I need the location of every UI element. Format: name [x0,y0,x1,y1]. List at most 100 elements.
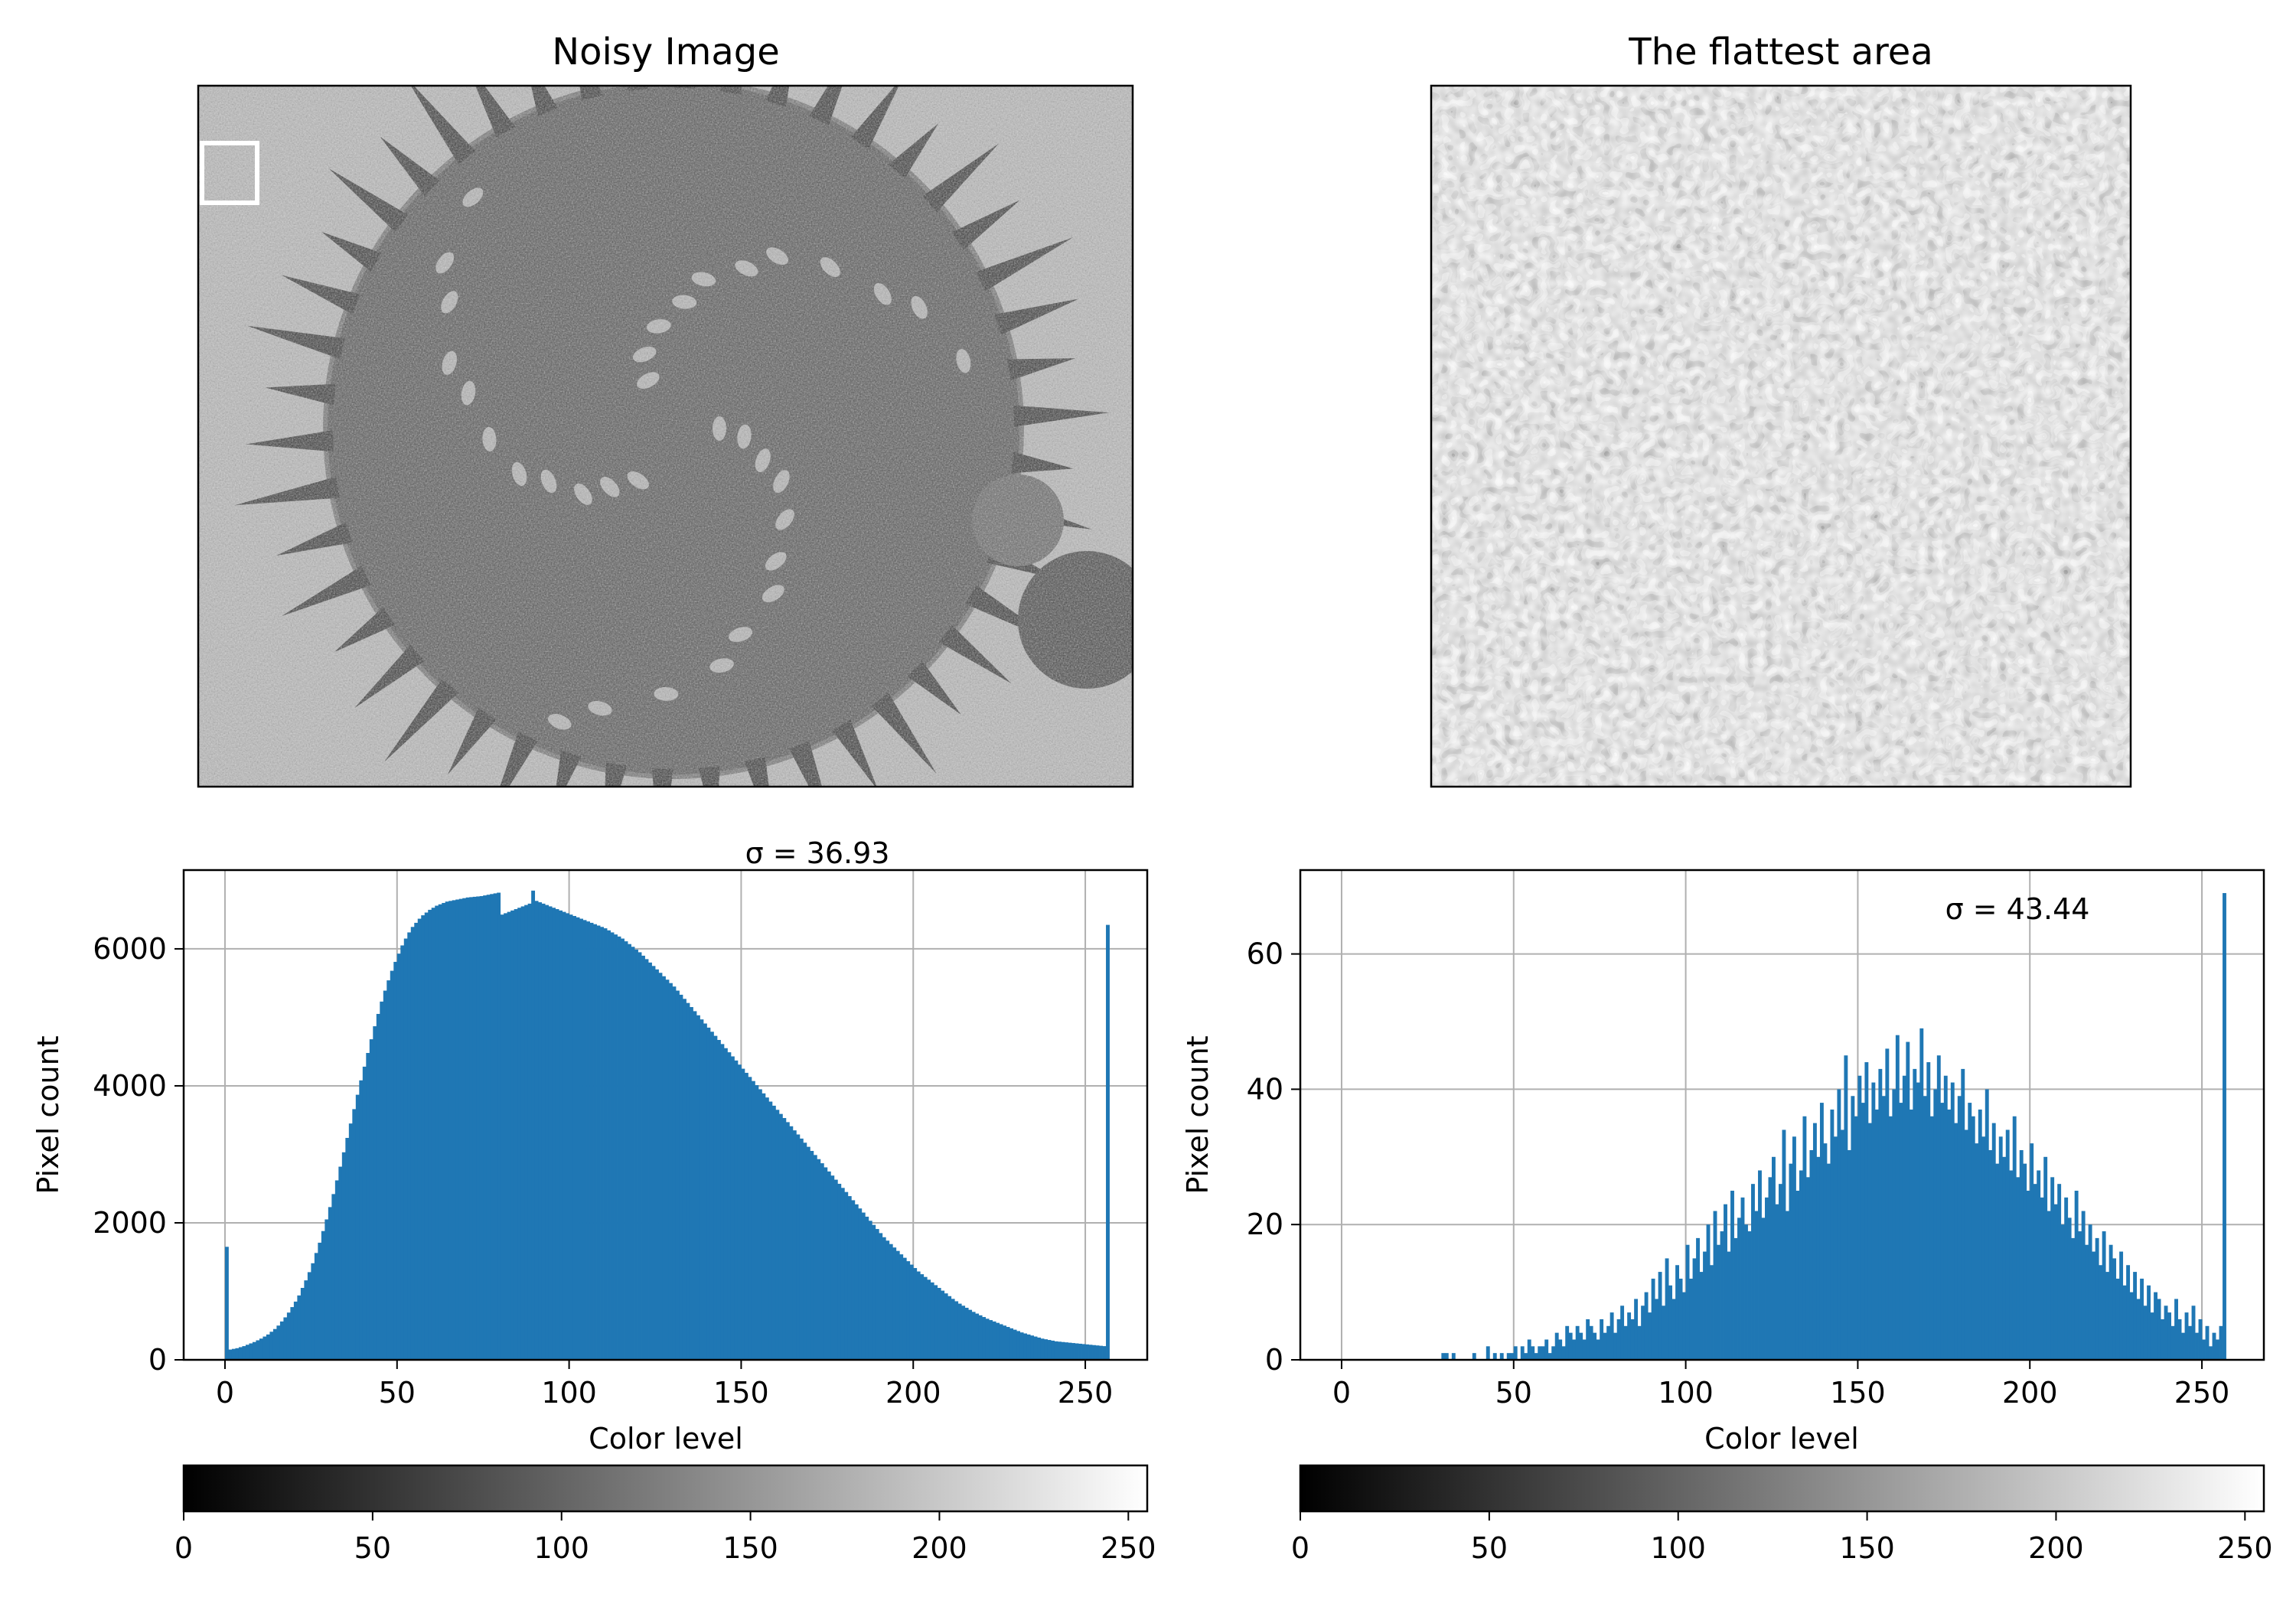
histogram-noisy-x-tick-label: 200 [885,1376,941,1410]
histogram-flattest-bar [1558,1339,1563,1360]
flattest-area-image [1431,86,2131,787]
histogram-noisy-bar [706,1027,711,1360]
histogram-noisy-bar [817,1159,821,1360]
histogram-flattest-bar [1513,1346,1518,1360]
histogram-noisy-bar [483,895,488,1360]
histogram-noisy-bar [872,1224,876,1360]
histogram-flattest-bar [1913,1068,1917,1360]
histogram-noisy-bar [713,1035,718,1360]
histogram-flattest-bar [1772,1156,1776,1360]
colorbar-left: 0 50 100 150 200 250 [174,1464,1156,1565]
histogram-noisy-bar [1047,1340,1052,1360]
histogram-noisy-x-tick-label: 250 [1058,1376,1114,1410]
histogram-noisy-bar [693,1011,697,1360]
histogram-flattest-bar [2122,1285,2127,1360]
histogram-flattest-bar [1606,1325,1611,1360]
histogram-flattest-bar [1957,1096,1962,1360]
histogram-noisy-bar [1044,1339,1049,1360]
histogram-noisy-bar [328,1207,332,1360]
histogram-noisy-bar [231,1348,236,1360]
histogram-noisy-bar [968,1309,973,1360]
histogram-noisy-bar [421,915,426,1360]
noisy-image-title: Noisy Image [552,31,780,73]
histogram-flattest-bar [2157,1299,2161,1360]
histogram-noisy-bar [655,969,659,1360]
histogram-noisy-y-tick-label: 4000 [93,1069,167,1103]
histogram-flattest-bar [2074,1191,2079,1360]
histogram-flattest-bar [1975,1143,1979,1360]
histogram-flattest-bar [2154,1292,2158,1360]
histogram-flattest-bar [1909,1109,1913,1360]
histogram-noisy-bar [276,1325,281,1360]
histogram-flattest-bar [1685,1244,1690,1360]
histogram-noisy-bar [775,1110,780,1360]
histogram-noisy-bar [947,1296,952,1360]
histogram-noisy-bar [982,1317,987,1360]
histogram-flattest-bar [2126,1265,2131,1360]
histogram-noisy-bar [514,909,518,1360]
histogram-noisy-bar [885,1240,890,1360]
histogram-flattest-bar [1627,1312,1632,1360]
histogram-noisy-bar [944,1293,948,1360]
histogram-flattest-bar [1665,1258,1669,1360]
histogram-flattest-bar [1988,1149,1993,1360]
histogram-flattest-x-ticks: 0 50 100 150 200 250 [1332,1360,2229,1410]
histogram-noisy-bar [373,1026,377,1360]
histogram-noisy-bar [290,1307,295,1360]
histogram-noisy-bar [428,909,432,1360]
histogram-flattest-bar [2053,1204,2058,1360]
histogram-flattest-bar [2205,1325,2210,1360]
histogram-flattest-bar [2136,1299,2141,1360]
histogram-flattest-bar [1703,1251,1707,1360]
histogram-flattest-bar [1531,1346,1535,1360]
histogram-flattest-bar [1916,1082,1920,1360]
histogram-noisy-bar [410,927,415,1360]
histogram-flattest-bar [1696,1237,1700,1360]
histogram-noisy-bar [383,990,387,1360]
histogram-flattest-bar [1978,1109,1982,1360]
histogram-flattest-bar [1878,1068,1883,1360]
histogram-noisy-bar [593,924,597,1360]
histogram-noisy-bar [803,1143,807,1360]
histogram-noisy-bar [259,1338,263,1360]
histogram-flattest-bar [2023,1163,2027,1360]
histogram-noisy-bar [1026,1334,1031,1360]
histogram-noisy-bar [792,1130,797,1360]
histogram-noisy-bar [462,898,467,1360]
histogram-flattest-bar [2174,1299,2178,1360]
histogram-flattest-bar [2057,1184,2062,1360]
histogram-flattest-bar [2012,1116,2017,1360]
histogram-flattest-bar [1895,1035,1900,1360]
histogram-noisy-bar [266,1334,270,1360]
histogram-noisy-bar [497,892,501,1360]
histogram-noisy-bar [858,1208,863,1360]
histogram-flattest-bar [1805,1177,1810,1360]
histogram-flattest-bar [2181,1332,2185,1360]
histogram-noisy-bar [1040,1338,1045,1360]
histogram-noisy-bar [810,1150,814,1360]
histogram-noisy-y-ticks: 0 2000 4000 6000 [93,932,184,1377]
histogram-flattest-bar [1575,1325,1580,1360]
histogram-noisy-bar [300,1288,305,1360]
histogram-noisy-bar [830,1175,835,1360]
histogram-flattest-bar [1544,1339,1549,1360]
histogram-noisy-bar [840,1188,845,1360]
histogram-flattest-bar [1596,1339,1600,1360]
histogram-noisy-bar [607,930,611,1360]
histogram-noisy-bar [617,936,621,1360]
colorbar-left-tick-label: 250 [1101,1531,1156,1565]
histogram-noisy-bar [796,1134,801,1360]
histogram-flattest-bar [1634,1299,1639,1360]
histogram-noisy-bar [520,906,525,1360]
histogram-noisy-bar [586,921,590,1360]
colorbar-left-tick-label: 0 [174,1531,193,1565]
histogram-flattest-bar [1609,1312,1614,1360]
colorbar-right-tick-label: 100 [1650,1531,1706,1565]
histogram-flattest-bar [2026,1191,2030,1360]
histogram-flattest-bar [1885,1048,1890,1360]
histogram-noisy-bar [868,1221,872,1360]
histogram-noisy-bar [1013,1329,1017,1360]
histogram-noisy-y-tick-label: 2000 [93,1206,167,1240]
histogram-flattest-x-tick-label: 100 [1658,1376,1714,1410]
histogram-flattest-bar [1648,1312,1652,1360]
